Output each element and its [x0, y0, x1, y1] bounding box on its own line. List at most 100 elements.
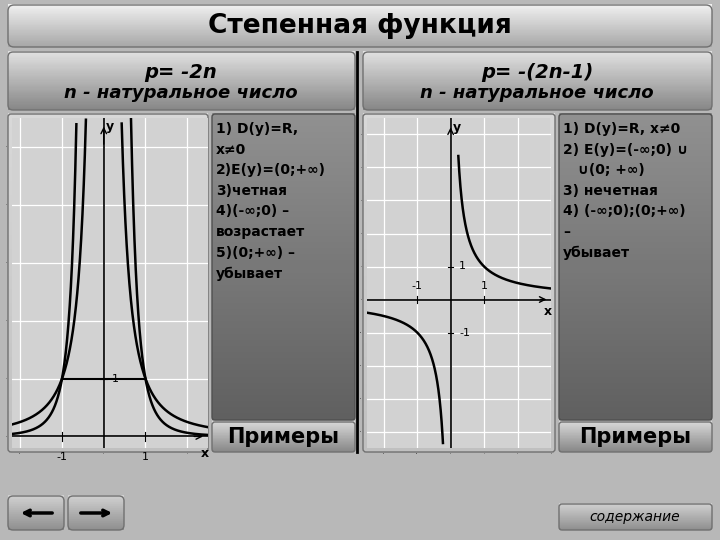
- Bar: [212, 426, 355, 427]
- Bar: [559, 340, 712, 347]
- Bar: [363, 363, 555, 371]
- Bar: [68, 523, 124, 524]
- Bar: [8, 45, 712, 46]
- Bar: [212, 447, 355, 448]
- Bar: [212, 358, 355, 365]
- Bar: [363, 120, 555, 127]
- Text: 1: 1: [480, 281, 487, 291]
- Bar: [8, 181, 208, 188]
- Bar: [8, 39, 712, 40]
- Bar: [559, 334, 712, 340]
- Bar: [8, 516, 64, 517]
- Bar: [559, 451, 712, 452]
- Bar: [8, 82, 355, 83]
- Bar: [8, 516, 64, 518]
- Bar: [559, 436, 712, 437]
- Bar: [212, 205, 355, 212]
- Bar: [68, 523, 124, 524]
- Bar: [559, 427, 712, 428]
- Bar: [212, 236, 355, 242]
- Bar: [559, 156, 712, 163]
- Bar: [8, 497, 64, 498]
- Bar: [212, 423, 355, 424]
- Bar: [8, 208, 208, 215]
- Bar: [212, 321, 355, 328]
- Bar: [363, 384, 555, 391]
- Bar: [8, 496, 64, 497]
- Bar: [363, 94, 712, 96]
- Bar: [8, 282, 208, 290]
- Bar: [559, 523, 712, 524]
- Bar: [559, 441, 712, 442]
- Bar: [8, 417, 208, 425]
- Bar: [68, 529, 124, 530]
- Bar: [212, 407, 355, 414]
- Bar: [8, 30, 712, 31]
- Bar: [8, 377, 208, 384]
- Bar: [363, 64, 712, 66]
- Bar: [8, 505, 64, 506]
- Bar: [363, 84, 712, 86]
- Bar: [212, 168, 355, 175]
- Bar: [8, 235, 208, 242]
- Bar: [8, 127, 208, 134]
- Bar: [559, 515, 712, 516]
- Bar: [559, 431, 712, 432]
- Bar: [363, 79, 712, 81]
- Bar: [8, 194, 208, 202]
- Bar: [8, 411, 208, 418]
- Bar: [363, 343, 555, 350]
- Bar: [212, 132, 355, 138]
- Bar: [68, 508, 124, 510]
- Bar: [363, 51, 712, 53]
- Bar: [8, 502, 64, 503]
- Bar: [68, 507, 124, 508]
- Bar: [559, 230, 712, 237]
- Bar: [559, 424, 712, 426]
- Bar: [68, 518, 124, 520]
- Bar: [559, 428, 712, 429]
- Bar: [363, 397, 555, 404]
- Bar: [559, 514, 712, 515]
- Bar: [8, 57, 355, 59]
- Bar: [363, 140, 555, 148]
- Bar: [559, 516, 712, 517]
- Bar: [212, 395, 355, 402]
- Bar: [559, 273, 712, 279]
- Bar: [8, 529, 64, 530]
- Bar: [68, 503, 124, 504]
- Text: -1: -1: [412, 281, 423, 291]
- Bar: [68, 499, 124, 500]
- Bar: [212, 421, 355, 423]
- Bar: [363, 63, 712, 65]
- Bar: [559, 446, 712, 447]
- Bar: [559, 144, 712, 151]
- Bar: [363, 78, 712, 80]
- Bar: [212, 435, 355, 436]
- Bar: [559, 376, 712, 383]
- Bar: [559, 525, 712, 526]
- Bar: [559, 447, 712, 448]
- Bar: [559, 435, 712, 436]
- Bar: [8, 9, 712, 11]
- Bar: [363, 89, 712, 90]
- Bar: [559, 512, 712, 514]
- Bar: [8, 35, 712, 36]
- Bar: [363, 107, 712, 109]
- Bar: [8, 44, 712, 45]
- Bar: [559, 510, 712, 511]
- Bar: [212, 434, 355, 435]
- Text: y: y: [453, 122, 461, 134]
- Bar: [363, 275, 555, 283]
- Bar: [68, 515, 124, 516]
- Bar: [212, 364, 355, 371]
- Bar: [212, 446, 355, 447]
- Bar: [8, 99, 355, 101]
- Bar: [68, 497, 124, 499]
- Bar: [212, 447, 355, 448]
- Bar: [8, 508, 64, 509]
- Bar: [8, 7, 712, 8]
- Bar: [212, 401, 355, 408]
- Bar: [363, 188, 555, 195]
- Bar: [8, 23, 712, 24]
